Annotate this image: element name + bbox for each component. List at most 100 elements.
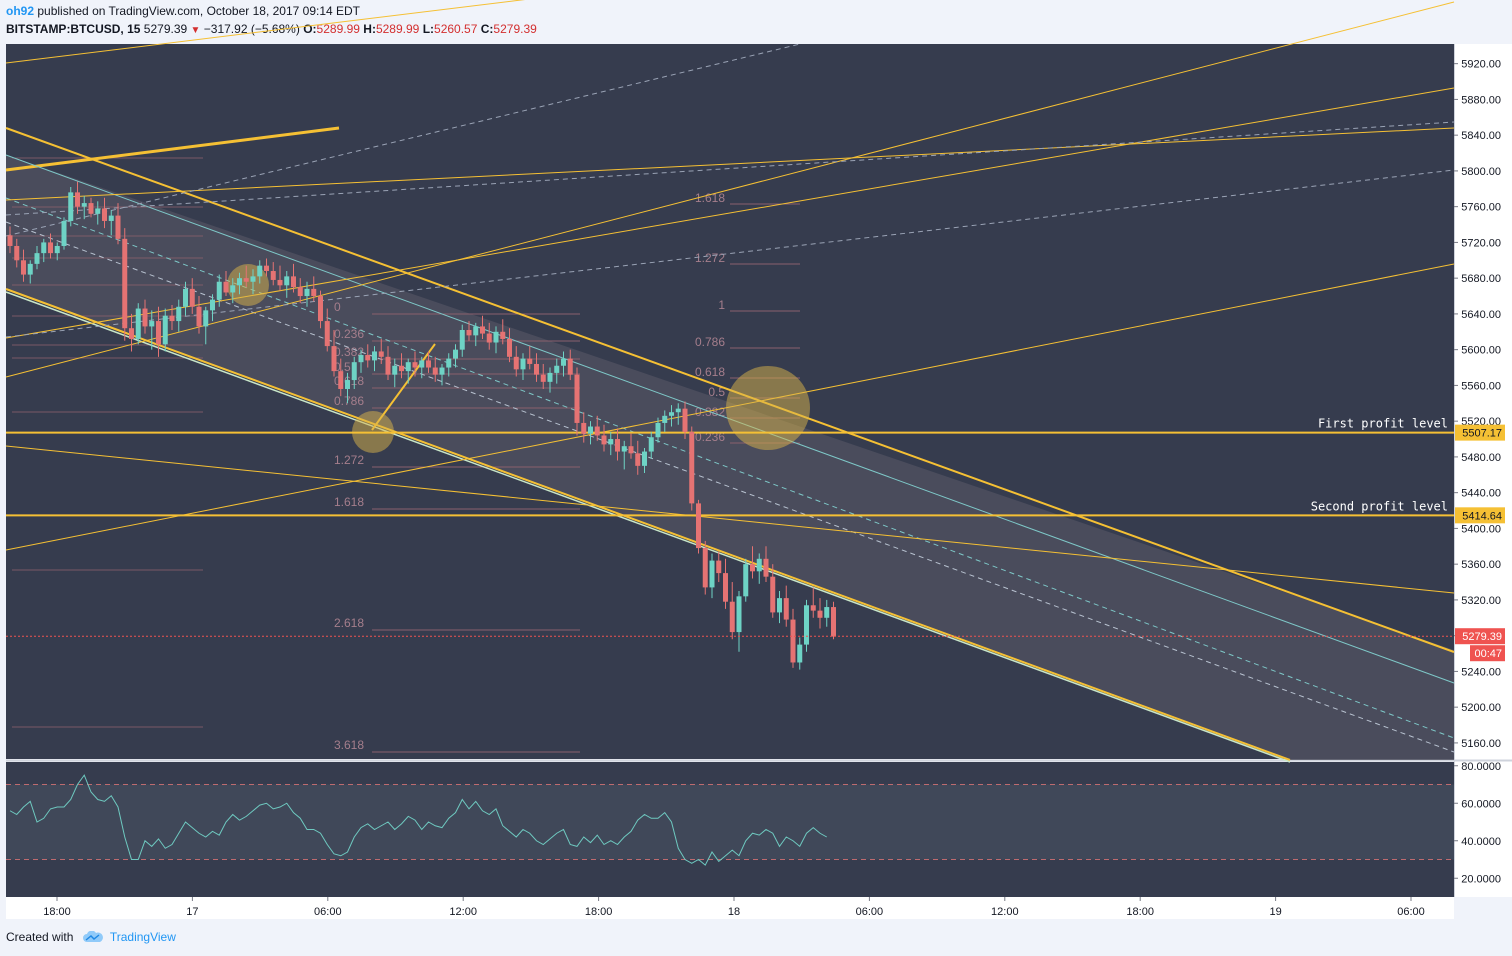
channel-lower-line[interactable] <box>5 288 1291 761</box>
channel-median-dashed-2[interactable] <box>5 221 1455 753</box>
trendline-short-thick[interactable] <box>5 126 340 172</box>
candle-body <box>142 308 148 327</box>
candle-body <box>183 288 188 307</box>
time-tick-label: 06:00 <box>314 906 342 918</box>
trendline-shallow[interactable] <box>5 127 1455 201</box>
candle-body <box>257 265 263 277</box>
candle-body <box>743 564 749 597</box>
candle-body <box>655 422 661 438</box>
horizontal-levels[interactable]: First profit level Second profit level <box>6 417 1454 517</box>
current-price-tag-text: 5279.39 <box>1462 631 1502 643</box>
symbol-name[interactable]: BITSTAMP:BTCUSD, 15 <box>6 22 141 36</box>
price-tick-label: 5600.00 <box>1461 345 1501 357</box>
candle-body <box>203 310 209 327</box>
price-tick-label: 5480.00 <box>1461 452 1501 464</box>
candle-body <box>507 338 512 357</box>
candle-body <box>702 548 708 588</box>
close-label: C: <box>480 22 494 36</box>
candle-body <box>115 215 121 239</box>
last-price: 5279.39 <box>143 22 188 36</box>
candle-body <box>696 503 701 549</box>
candle-body <box>594 426 600 436</box>
candle-body <box>736 596 742 633</box>
candle-body <box>750 564 755 572</box>
trendline-dashed-2[interactable] <box>5 43 801 237</box>
price-scale[interactable] <box>1454 44 1512 897</box>
rsi-tick-label: 60.0000 <box>1461 798 1501 810</box>
candle-body <box>338 371 344 389</box>
tradingview-link[interactable]: TradingView <box>109 930 176 944</box>
candle-body <box>648 437 654 452</box>
candle-body <box>547 372 553 382</box>
rsi-tick-label: 40.0000 <box>1461 836 1501 848</box>
price-tick-label: 5920.00 <box>1461 59 1501 71</box>
channel-median-dashed[interactable] <box>5 197 1455 739</box>
trendline-top-left[interactable] <box>5 0 1175 64</box>
down-arrow-icon: ▼ <box>190 25 201 36</box>
candle-body <box>156 321 161 345</box>
high-label: H: <box>363 22 376 36</box>
level-price-tag <box>1455 424 1505 441</box>
candle-body <box>68 192 74 221</box>
trendline-dashed-3[interactable] <box>5 121 1455 216</box>
channel-upper-line[interactable] <box>5 127 1455 653</box>
time-tick-label: 12:00 <box>991 906 1019 918</box>
candle-body <box>480 326 485 334</box>
candle-body <box>797 644 803 663</box>
time-tick-label: 17 <box>186 906 198 918</box>
candle-body <box>196 306 202 327</box>
time-tick-label: 06:00 <box>856 906 884 918</box>
candle-body <box>21 260 26 275</box>
candle-body <box>534 363 539 375</box>
fib-level-label: 0.786 <box>334 394 364 408</box>
candle-body <box>385 356 391 375</box>
price-tick-label: 5160.00 <box>1461 738 1501 750</box>
highlight-circle-1[interactable] <box>227 264 269 306</box>
time-axis-ticks: 18:00 17 06:00 12:00 18:00 18 06:00 12:00 18:00 1… <box>43 897 1425 918</box>
candle-body <box>824 607 830 618</box>
candle-body <box>345 380 350 389</box>
rsi-line[interactable] <box>9 774 827 866</box>
trendline-descending[interactable] <box>5 445 1455 594</box>
candle-body <box>27 263 33 275</box>
time-tick-label: 18:00 <box>43 906 71 918</box>
author-link[interactable]: oh92 <box>6 4 35 18</box>
candle-body <box>426 360 431 368</box>
rsi-indicator[interactable]: 80.0000 60.0000 40.0000 20.0000 <box>6 761 1501 886</box>
candlesticks[interactable] <box>7 181 837 670</box>
candle-body <box>324 321 330 347</box>
price-tick-label: 5880.00 <box>1461 94 1501 106</box>
candle-body <box>189 288 195 307</box>
price-tick-label: 5560.00 <box>1461 380 1501 392</box>
profit-level-label: Second profit level <box>1311 499 1448 513</box>
candle-body <box>628 446 634 454</box>
channel-lower-green[interactable] <box>5 291 1291 763</box>
candle-body <box>297 287 303 297</box>
candle-body <box>81 203 87 207</box>
published-text: published on TradingView.com, October 18… <box>37 4 361 18</box>
close-value: 5279.39 <box>493 22 537 36</box>
candle-body <box>831 607 836 637</box>
fib-level-label: 2.618 <box>334 616 364 630</box>
candle-body <box>810 605 816 611</box>
candle-body <box>729 601 735 633</box>
fib-level-label: 0.786 <box>695 335 725 349</box>
time-tick-label: 12:00 <box>449 906 477 918</box>
candle-body <box>277 279 283 286</box>
candle-body <box>763 558 769 577</box>
level-price-tag-text: 5414.64 <box>1462 510 1502 522</box>
candle-body <box>662 415 668 423</box>
candle-body <box>331 346 337 372</box>
price-tick-label: 5800.00 <box>1461 166 1501 178</box>
candle-body <box>716 560 722 574</box>
fib-level-label: 1.272 <box>334 453 364 467</box>
candle-body <box>581 422 587 434</box>
candle-body <box>574 374 580 423</box>
price-tick-label: 5360.00 <box>1461 559 1501 571</box>
fib-level-label: 1 <box>718 298 725 312</box>
candle-body <box>48 242 53 254</box>
trendline-rising-2[interactable] <box>5 1 1455 378</box>
time-scale[interactable] <box>6 897 1454 919</box>
highlight-circle-3[interactable] <box>726 366 810 450</box>
